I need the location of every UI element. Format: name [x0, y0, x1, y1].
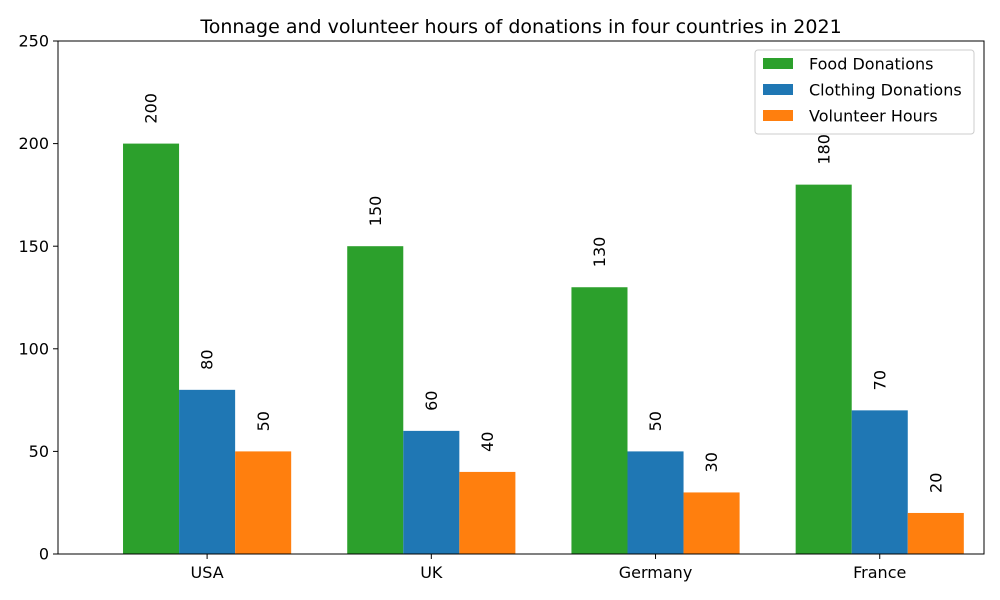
y-tick-label: 250	[18, 32, 49, 51]
data-label: 200	[142, 93, 161, 124]
y-tick-label: 150	[18, 237, 49, 256]
bar-usa-2	[235, 451, 292, 554]
x-tick-label: USA	[191, 563, 224, 582]
x-tick-label: UK	[420, 563, 443, 582]
plot-frame	[57, 40, 985, 555]
data-label: 20	[926, 473, 945, 493]
legend-box	[754, 49, 975, 135]
legend-label: Clothing Donations	[809, 81, 962, 100]
legend-label: Volunteer Hours	[809, 107, 938, 126]
legend-swatch	[763, 58, 793, 69]
data-label: 150	[366, 196, 385, 227]
data-labels-layer: 200 80 50 150 60 40 130 50 30 180 70 20	[142, 93, 946, 493]
data-label: 130	[590, 237, 609, 268]
data-label: 60	[422, 391, 441, 411]
data-label: 180	[814, 134, 833, 165]
bar-usa-1	[179, 389, 236, 554]
legend-swatch	[763, 84, 793, 95]
bar-uk-1	[403, 430, 460, 554]
legend-label: Food Donations	[809, 55, 934, 74]
data-label: 80	[198, 349, 217, 369]
bar-uk-0	[347, 246, 404, 554]
bars-layer	[123, 143, 964, 554]
legend: Food Donations Clothing Donations Voluntee…	[754, 49, 975, 135]
axes-layer: 0 50 100 150 200 250 USA UK Germany France	[18, 32, 985, 582]
data-label: 40	[478, 432, 497, 452]
bar-germany-1	[627, 451, 684, 554]
y-tick-label: 100	[18, 339, 49, 358]
bar-france-0	[795, 184, 852, 554]
data-label: 50	[646, 411, 665, 431]
x-tick-label: France	[853, 563, 906, 582]
y-tick-label: 200	[18, 134, 49, 153]
y-tick-label: 0	[39, 545, 49, 564]
bar-uk-2	[459, 471, 516, 554]
bar-france-2	[907, 512, 964, 554]
data-label: 70	[870, 370, 889, 390]
bar-germany-0	[571, 287, 628, 554]
bar-usa-0	[123, 143, 180, 554]
legend-swatch	[763, 110, 793, 121]
bar-france-1	[851, 410, 908, 554]
data-label: 50	[254, 411, 273, 431]
x-tick-label: Germany	[619, 563, 693, 582]
y-tick-label: 50	[29, 442, 49, 461]
data-label: 30	[702, 452, 721, 472]
bar-germany-2	[683, 492, 740, 554]
chart-title: Tonnage and volunteer hours of donations…	[199, 16, 841, 38]
